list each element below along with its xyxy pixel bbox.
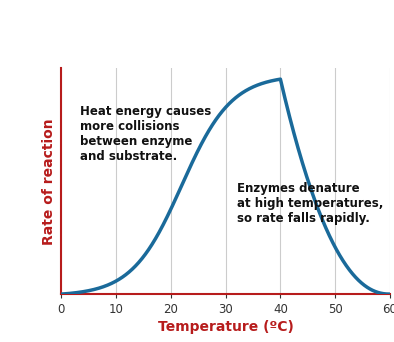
Text: Heat energy causes
more collisions
between enzyme
and substrate.: Heat energy causes more collisions betwe… [80,105,212,163]
Text: Human Body Temperature: Human Body Temperature [89,12,305,27]
Text: v. Rate of Reaction: v. Rate of Reaction [119,39,275,54]
Text: Enzymes denature
at high temperatures,
so rate falls rapidly.: Enzymes denature at high temperatures, s… [236,182,383,225]
X-axis label: Temperature (ºC): Temperature (ºC) [158,320,294,334]
Y-axis label: Rate of reaction: Rate of reaction [41,118,56,245]
